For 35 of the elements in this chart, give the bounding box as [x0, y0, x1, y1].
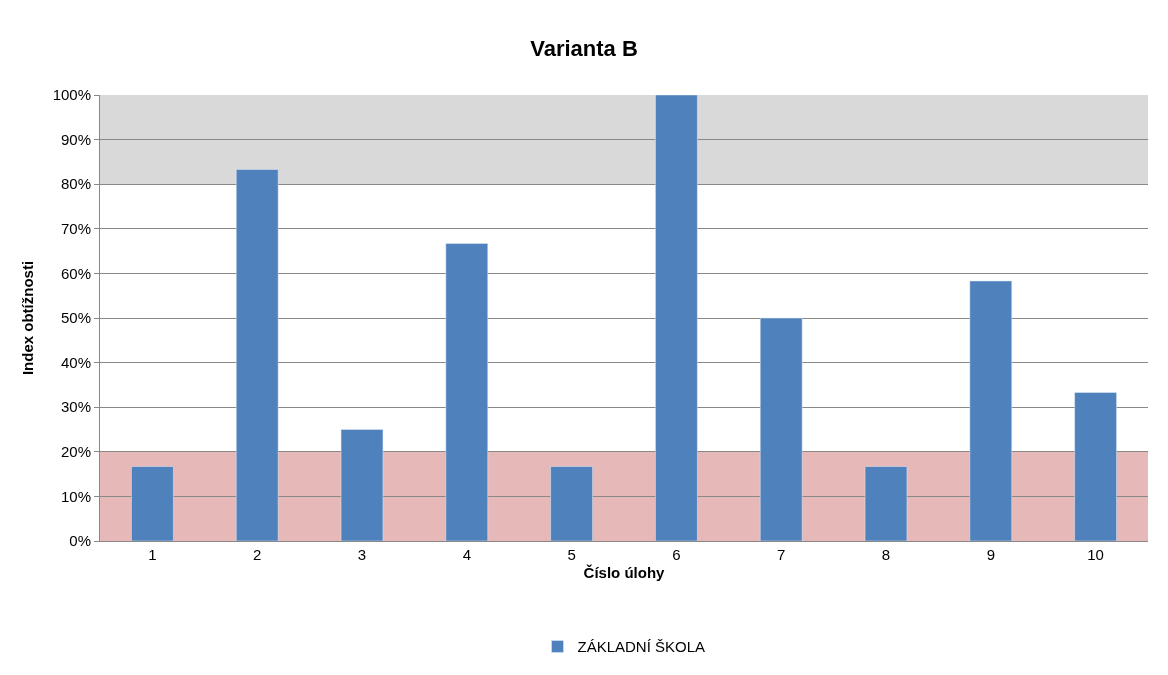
bar	[759, 317, 803, 541]
bar	[1074, 392, 1117, 541]
x-tick-label: 1	[148, 546, 157, 563]
legend-label: ZÁKLADNÍ ŠKOLA	[577, 638, 706, 656]
x-tick-label: 7	[777, 546, 786, 563]
x-tick-label: 10	[1087, 546, 1104, 563]
y-tick-label: 10%	[60, 487, 91, 505]
bar	[969, 280, 1013, 541]
y-tick-label: 40%	[60, 353, 91, 371]
y-tick-label: 20%	[60, 443, 91, 461]
x-tick-label: 4	[462, 546, 471, 563]
y-tick-label: 70%	[60, 220, 91, 238]
x-tick-label: 9	[986, 546, 995, 563]
y-axis-title: Index obtížnosti	[18, 260, 36, 376]
x-axis-title: Číslo úlohy	[583, 564, 666, 581]
y-tick-label: 50%	[60, 309, 91, 327]
bar	[340, 429, 384, 541]
x-tick-label: 3	[357, 546, 367, 563]
x-tick-label: 8	[881, 546, 891, 563]
x-tick-label: 5	[567, 546, 576, 563]
bar	[235, 169, 279, 541]
bar	[655, 95, 698, 541]
y-tick-label: 30%	[60, 398, 91, 416]
y-tick-label: 80%	[60, 175, 91, 193]
chart-title: Varianta B	[530, 35, 638, 61]
y-tick-label: 60%	[60, 264, 91, 282]
y-tick-label: 100%	[52, 86, 91, 104]
bar	[550, 466, 593, 541]
bar	[131, 466, 174, 541]
x-tick-label: 2	[253, 546, 262, 563]
y-tick-label: 90%	[60, 130, 91, 148]
x-tick-label: 6	[672, 546, 681, 563]
bar	[445, 243, 489, 541]
y-tick-label: 0%	[69, 532, 91, 550]
bar	[864, 466, 908, 541]
